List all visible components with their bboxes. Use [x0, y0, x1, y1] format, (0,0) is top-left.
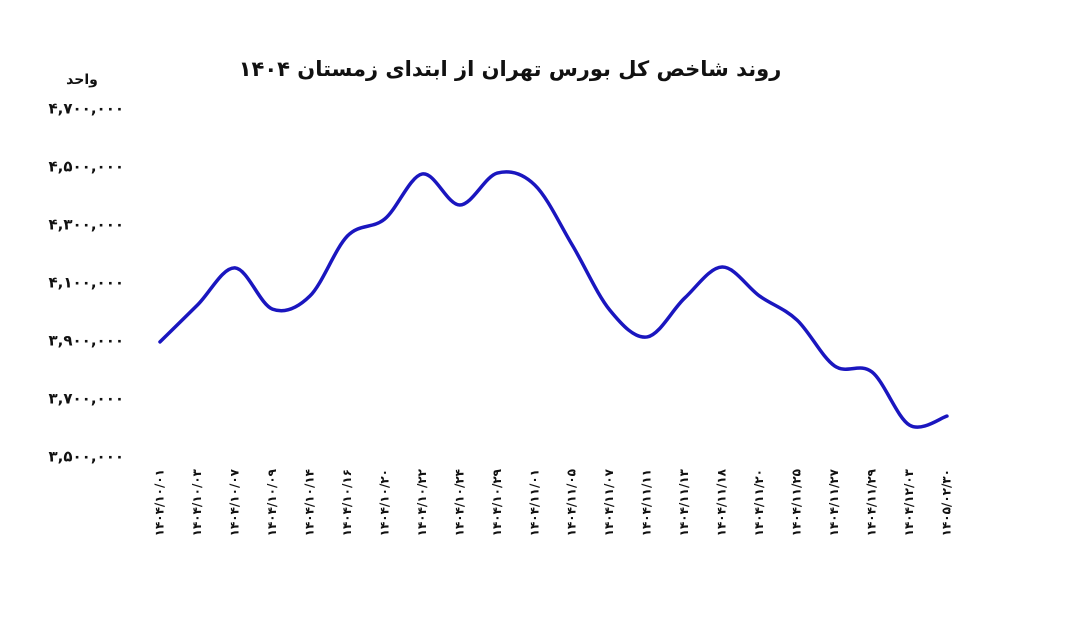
- x-tick-label: ۱۴۰۴/۱۱/۰۵: [565, 469, 579, 536]
- x-tick-label: ۱۴۰۴/۱۰/۰۹: [265, 468, 279, 536]
- x-tick-label: ۱۴۰۴/۱۱/۲۰: [752, 469, 766, 536]
- x-tick-label: ۱۴۰۴/۱۰/۰۷: [227, 468, 241, 536]
- x-tick-label: ۱۴۰۴/۱۱/۱۸: [715, 468, 729, 536]
- y-tick-label: ۴,۳۰۰,۰۰۰: [49, 216, 124, 234]
- x-tick-label: ۱۴۰۴/۱۰/۰۱: [153, 469, 167, 536]
- x-tick-label: ۱۴۰۴/۱۰/۲۴: [452, 469, 466, 536]
- y-tick-label: ۴,۵۰۰,۰۰۰: [49, 158, 124, 176]
- y-tick-label: ۴,۱۰۰,۰۰۰: [49, 274, 124, 292]
- x-tick-label: ۱۴۰۴/۱۰/۱۴: [302, 469, 316, 536]
- x-tick-label: ۱۴۰۴/۱۰/۲۹: [490, 468, 504, 536]
- x-tick-label: ۱۴۰۵/۰۲/۳۰: [940, 469, 954, 536]
- x-tick-label: ۱۴۰۴/۱۱/۱۳: [677, 468, 691, 536]
- y-tick-label: ۴,۷۰۰,۰۰۰: [49, 100, 124, 118]
- x-tick-label: ۱۴۰۴/۱۱/۰۱: [527, 469, 541, 536]
- x-tick-label: ۱۴۰۴/۱۱/۱۱: [640, 469, 654, 536]
- x-tick-label: ۱۴۰۴/۱۱/۲۹: [865, 468, 879, 536]
- x-tick-label: ۱۴۰۴/۱۱/۲۵: [790, 469, 804, 536]
- x-tick-label: ۱۴۰۴/۱۰/۰۳: [190, 468, 204, 536]
- chart-title: روند شاخص کل بورس تهران از ابتدای زمستان…: [239, 57, 782, 81]
- y-tick-label: ۳,۵۰۰,۰۰۰: [49, 448, 124, 466]
- y-tick-label: ۳,۷۰۰,۰۰۰: [49, 390, 124, 408]
- y-tick-label: ۳,۹۰۰,۰۰۰: [49, 332, 124, 350]
- y-axis-label: واحد: [66, 72, 98, 88]
- x-tick-label: ۱۴۰۴/۱۱/۰۷: [602, 468, 616, 536]
- x-tick-label: ۱۴۰۴/۱۲/۰۳: [902, 468, 916, 536]
- x-tick-label: ۱۴۰۴/۱۰/۱۶: [340, 469, 354, 536]
- x-tick-label: ۱۴۰۴/۱۰/۲۲: [415, 468, 429, 536]
- x-tick-label: ۱۴۰۴/۱۰/۲۰: [377, 469, 391, 536]
- index-line: [158, 170, 949, 429]
- x-tick-label: ۱۴۰۴/۱۱/۲۷: [827, 468, 841, 536]
